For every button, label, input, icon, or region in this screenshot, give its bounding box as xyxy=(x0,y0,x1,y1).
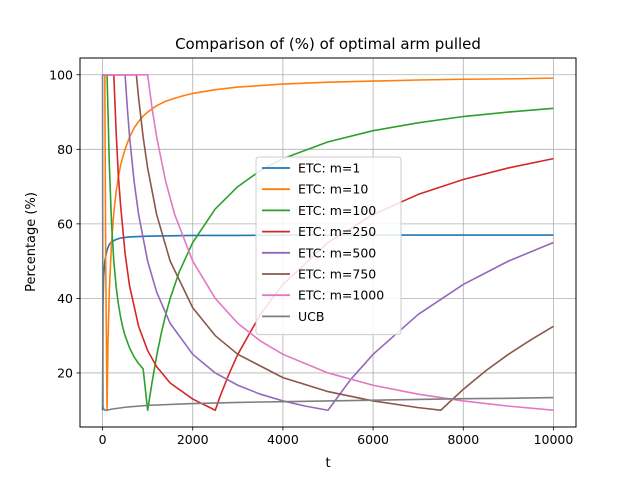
series-line-7 xyxy=(101,74,554,412)
legend-label-0: ETC: m=1 xyxy=(298,161,360,176)
axis-ticks: 0 2000 4000 6000 8000 10000 20 40 60 80 100 xyxy=(49,67,573,447)
series-line-5 xyxy=(102,73,554,412)
y-tick-label: 100 xyxy=(49,67,73,82)
legend-label-3: ETC: m=250 xyxy=(298,224,376,239)
y-tick-label: 60 xyxy=(57,216,73,231)
legend: ETC: m=1 ETC: m=10 ETC: m=100 ETC: m=250 ETC… xyxy=(255,156,402,336)
x-tick-label: 8000 xyxy=(447,432,479,447)
legend-box xyxy=(255,156,402,336)
plot-area-frame xyxy=(79,57,577,428)
x-axis-label: t xyxy=(325,456,330,471)
y-tick-label: 80 xyxy=(57,142,73,157)
x-tick-label: 4000 xyxy=(267,432,299,447)
series-line-6 xyxy=(102,73,554,412)
legend-label-7: UCB xyxy=(298,309,324,324)
chart-title: Comparison of (%) of optimal arm pulled xyxy=(175,35,481,53)
legend-label-4: ETC: m=500 xyxy=(298,245,376,260)
x-tick-label: 2000 xyxy=(177,432,209,447)
legend-label-1: ETC: m=10 xyxy=(298,182,368,197)
legend-label-6: ETC: m=1000 xyxy=(298,288,384,303)
legend-label-5: ETC: m=750 xyxy=(298,267,376,282)
series-line-2 xyxy=(102,73,554,412)
y-tick-label: 20 xyxy=(57,365,73,380)
x-tick-label: 0 xyxy=(99,432,107,447)
legend-label-2: ETC: m=100 xyxy=(298,203,376,218)
x-tick-label: 10000 xyxy=(534,432,574,447)
y-tick-label: 40 xyxy=(57,291,73,306)
y-axis-label: Percentage (%) xyxy=(24,192,39,292)
x-tick-label: 6000 xyxy=(357,432,389,447)
